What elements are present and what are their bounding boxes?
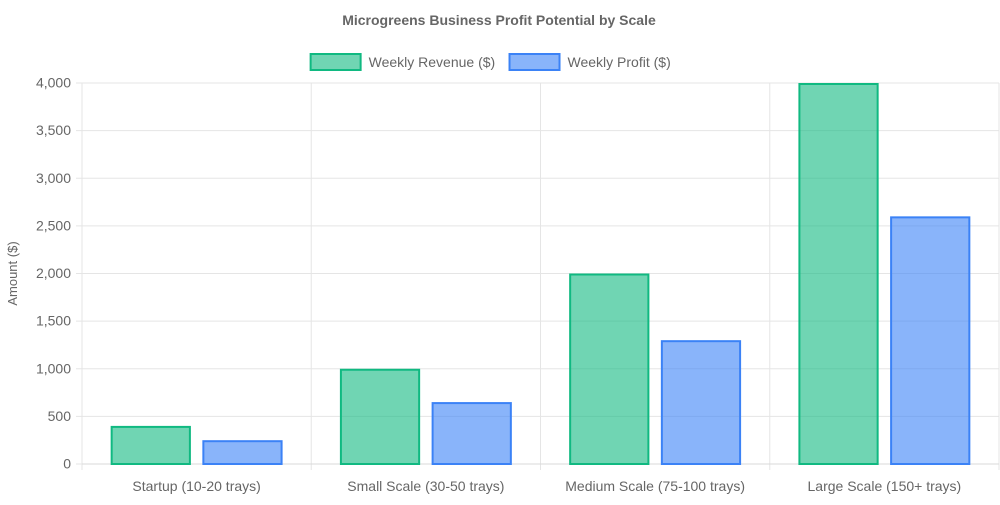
bar-profit[interactable] bbox=[202, 440, 283, 465]
y-tick-label: 1,000 bbox=[36, 360, 71, 376]
bar-revenue[interactable] bbox=[569, 273, 650, 465]
legend: Weekly Revenue ($) Weekly Profit ($) bbox=[309, 53, 671, 71]
bar-profit[interactable] bbox=[431, 402, 512, 465]
bar-revenue[interactable] bbox=[110, 425, 191, 465]
bars bbox=[110, 83, 971, 465]
x-axis: Startup (10-20 trays) Small Scale (30-50 … bbox=[132, 478, 961, 494]
y-tick-label: 500 bbox=[48, 408, 72, 424]
x-tick-label: Large Scale (150+ trays) bbox=[808, 478, 962, 494]
chart-title: Microgreens Business Profit Potential by… bbox=[342, 12, 656, 28]
legend-label[interactable]: Weekly Revenue ($) bbox=[369, 54, 496, 70]
y-tick-label: 2,000 bbox=[36, 265, 71, 281]
y-tick-label: 3,500 bbox=[36, 122, 71, 138]
y-tick-label: 2,500 bbox=[36, 217, 71, 233]
y-tick-label: 3,000 bbox=[36, 170, 71, 186]
y-tick-label: 1,500 bbox=[36, 313, 71, 329]
legend-label[interactable]: Weekly Profit ($) bbox=[568, 54, 671, 70]
bar-revenue[interactable] bbox=[798, 83, 879, 465]
bar-revenue[interactable] bbox=[339, 368, 421, 465]
x-tick-label: Small Scale (30-50 trays) bbox=[347, 478, 504, 494]
y-tick-label: 0 bbox=[63, 456, 71, 472]
x-tick-label: Startup (10-20 trays) bbox=[132, 478, 260, 494]
y-tick-label: 4,000 bbox=[36, 75, 71, 91]
y-axis-title: Amount ($) bbox=[5, 241, 20, 305]
x-tick-label: Medium Scale (75-100 trays) bbox=[565, 478, 745, 494]
bar-profit[interactable] bbox=[890, 216, 971, 465]
legend-swatch[interactable] bbox=[508, 53, 561, 71]
bar-profit[interactable] bbox=[660, 340, 742, 465]
y-axis: 0 500 1,000 1,500 2,000 2,500 3,000 3,500 4,000 bbox=[36, 75, 71, 472]
grid-lines bbox=[76, 82, 1000, 470]
legend-swatch[interactable] bbox=[309, 53, 362, 71]
